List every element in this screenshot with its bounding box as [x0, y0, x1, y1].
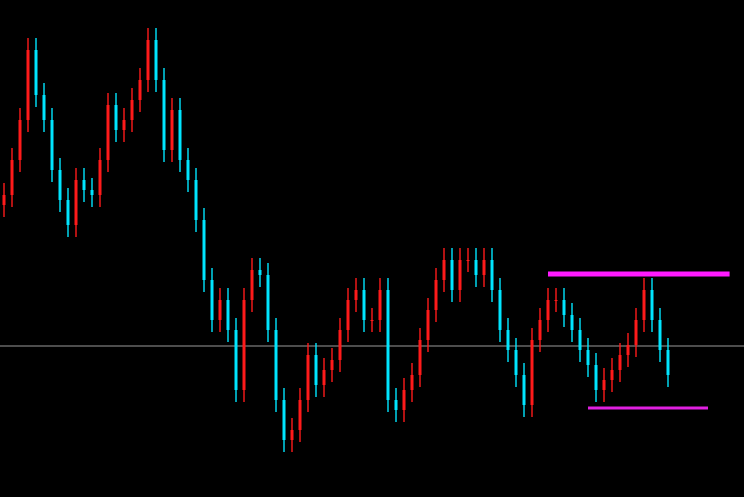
candle-body [506, 330, 510, 350]
candle-body [410, 375, 414, 390]
candle-body [210, 280, 214, 320]
candle-body [586, 350, 590, 365]
candle-body [450, 260, 454, 290]
candle-body [442, 260, 446, 280]
candle-body [74, 180, 78, 225]
candle-body [26, 50, 30, 120]
candle-body [370, 320, 374, 321]
candle-body [650, 290, 654, 320]
candle-body [306, 355, 310, 400]
candle-body [162, 80, 166, 150]
candle-body [522, 375, 526, 405]
candle-body [186, 160, 190, 180]
candle-body [378, 290, 382, 320]
candle-body [498, 290, 502, 330]
candle-body [458, 260, 462, 290]
candle-body [482, 260, 486, 275]
candle-body [626, 345, 630, 355]
candle-body [82, 180, 86, 190]
candle-body [2, 195, 6, 205]
candle-body [402, 390, 406, 410]
candle-body [394, 400, 398, 410]
candle-body [530, 340, 534, 405]
candle-body [634, 320, 638, 345]
candle-body [234, 330, 238, 390]
candle-body [250, 270, 254, 300]
candle-body [282, 400, 286, 440]
candle-body [338, 330, 342, 360]
candle-body [594, 365, 598, 390]
candle-body [618, 355, 622, 370]
candle-body [362, 290, 366, 320]
candle-body [170, 110, 174, 150]
candle-body [354, 290, 358, 300]
candle-body [490, 260, 494, 290]
candle-body [66, 200, 70, 225]
candle-body [418, 340, 422, 375]
candle-body [98, 160, 102, 195]
candle-body [658, 320, 662, 350]
candle-body [42, 95, 46, 120]
candle-body [322, 370, 326, 385]
candle-body [106, 105, 110, 160]
candle-body [146, 40, 150, 80]
candle-body [602, 380, 606, 390]
candle-body [434, 280, 438, 310]
candle-body [386, 290, 390, 400]
candle-body [610, 370, 614, 380]
candle-body [242, 300, 246, 390]
candle-body [666, 350, 670, 375]
candle-body [50, 120, 54, 170]
candle-body [258, 270, 262, 275]
candle-body [314, 355, 318, 385]
candle-body [18, 120, 22, 160]
candle-body [298, 400, 302, 430]
candle-body [178, 110, 182, 160]
candle-body [226, 300, 230, 330]
candle-body [514, 350, 518, 375]
candle-body [290, 430, 294, 440]
candle-body [346, 300, 350, 330]
candle-body [154, 40, 158, 80]
candle-body [554, 300, 558, 301]
candle-body [266, 275, 270, 330]
candle-body [114, 105, 118, 130]
candle-body [194, 180, 198, 220]
candle-body [202, 220, 206, 280]
candle-body [34, 50, 38, 95]
candle-body [122, 120, 126, 130]
candle-body [474, 260, 478, 275]
candle-body [274, 330, 278, 400]
candle-body [642, 290, 646, 320]
candle-body [538, 320, 542, 340]
candle-body [426, 310, 430, 340]
candle-body [546, 300, 550, 320]
candle-body [562, 300, 566, 315]
candle-body [578, 330, 582, 350]
candle-body [570, 315, 574, 330]
candle-body [138, 80, 142, 100]
candle-body [10, 160, 14, 195]
candle-body [218, 300, 222, 320]
candle-body [466, 260, 470, 261]
candle-body [90, 190, 94, 195]
candle-body [330, 360, 334, 370]
candle-body [130, 100, 134, 120]
candle-body [58, 170, 62, 200]
